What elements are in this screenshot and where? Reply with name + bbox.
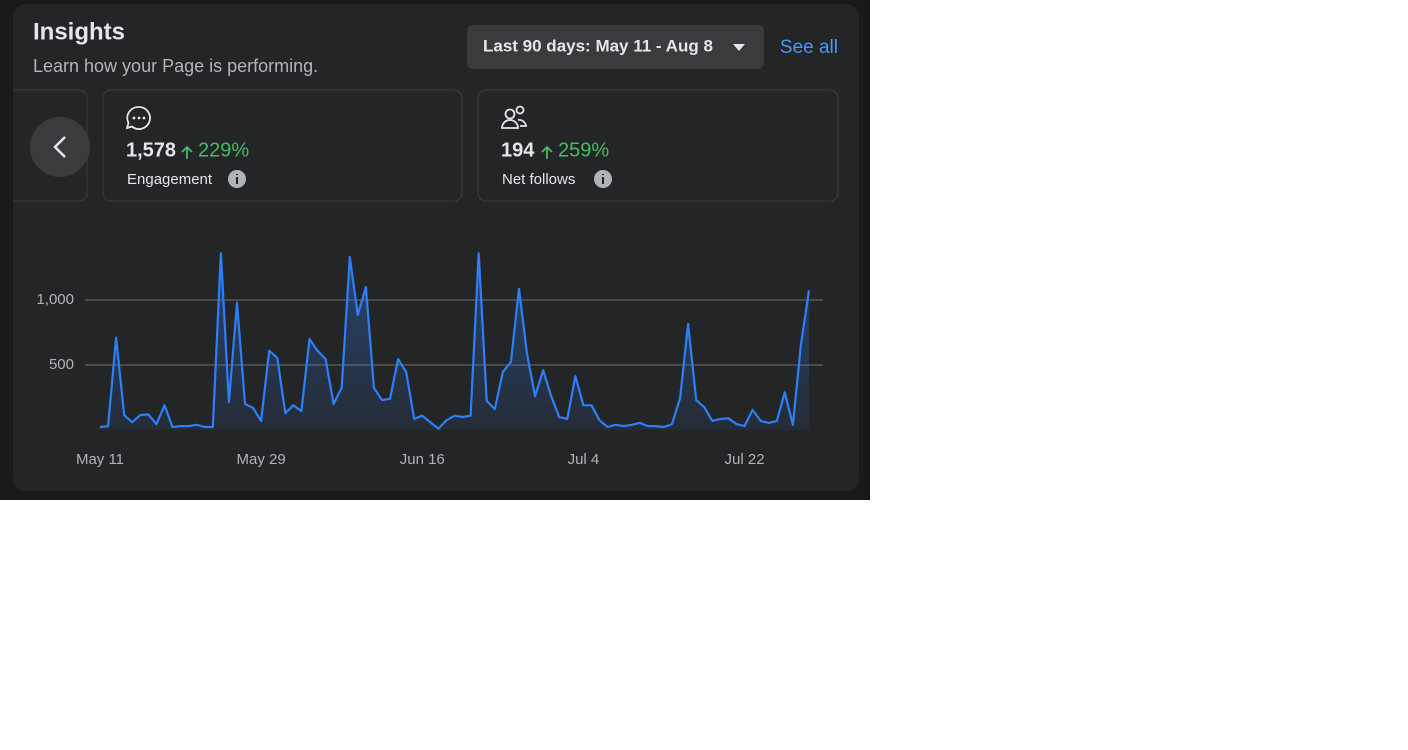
metric-change: 259% [558,139,609,161]
metric-value: 1,578 [126,139,176,161]
x-tick-label: May 29 [237,451,286,468]
date-button[interactable] [467,25,764,69]
x-tick-label: Jun 16 [400,451,445,468]
y-tick-label: 1,000 [36,291,74,308]
engagement-icon [125,106,151,130]
back-icon[interactable] [53,136,66,158]
up-arrow [541,145,553,159]
x-tick-label: Jul 22 [725,451,765,468]
engagement-icon-dots [132,116,146,120]
dropdown-icon[interactable] [733,44,745,51]
metric-value: 194 [501,139,535,161]
see-all-link[interactable]: See all [780,37,838,58]
chart: 500 1,000 May 11 May 29 Jun 16 Jul 4 Jul 22 [36,252,823,468]
back-button[interactable] [30,117,90,177]
x-tick-label: Jul 4 [568,451,600,468]
card [477,89,839,202]
follows-icon [501,105,528,129]
metric-label: Net follows [502,171,575,188]
metric-label: Engagement [127,171,213,188]
card [102,89,463,202]
area-fill [100,253,809,430]
line [99,252,811,430]
up-arrow [181,145,193,159]
subtitle: Learn how your Page is performing. [33,56,318,76]
metric-change: 229% [198,139,249,161]
y-tick-label: 500 [49,356,74,373]
x-tick-label: May 11 [76,451,124,468]
title: Insights [33,18,125,45]
date-range[interactable]: Last 90 days: May 11 - Aug 8 [483,36,713,55]
